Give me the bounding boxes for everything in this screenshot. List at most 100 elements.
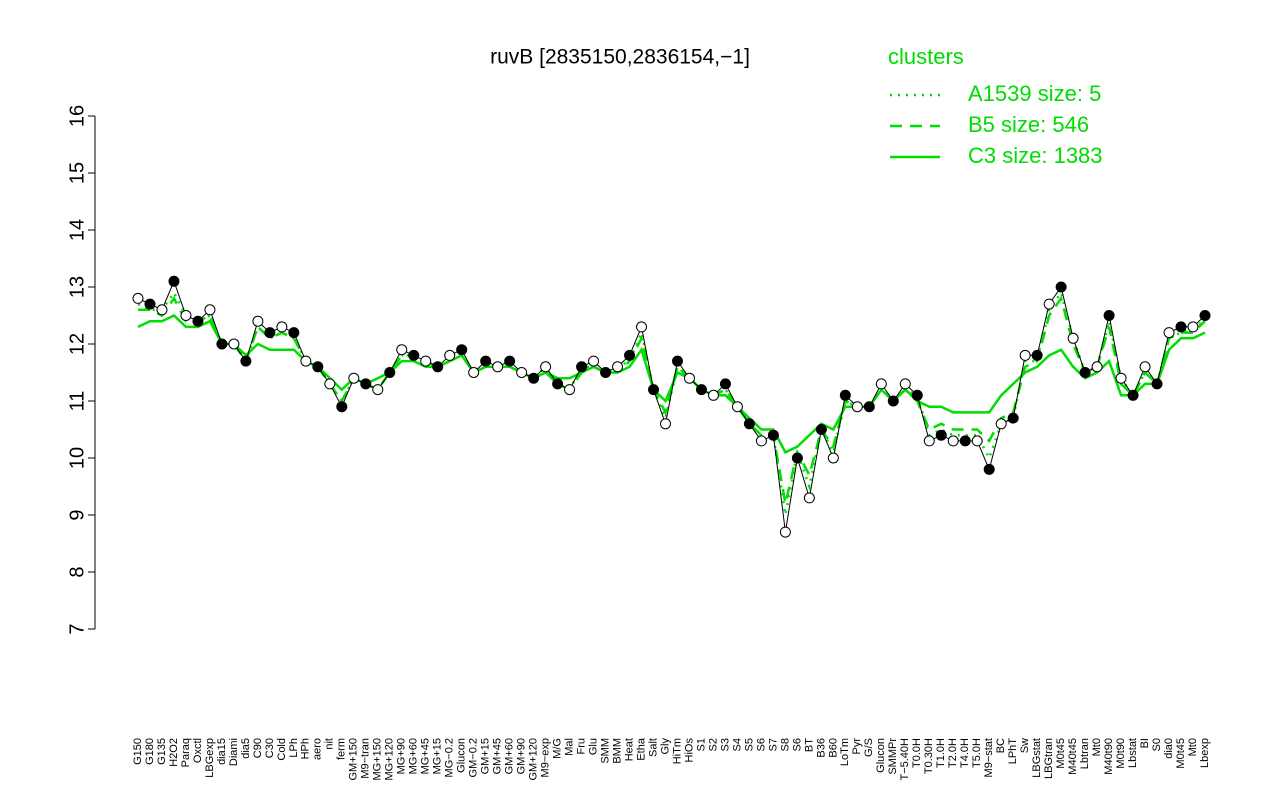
legend-title: clusters	[888, 44, 964, 69]
x-tick-label: Cold	[276, 738, 288, 761]
data-point	[432, 361, 444, 373]
x-tick-label: SMMPr	[887, 738, 899, 775]
x-tick-label: BI	[1139, 738, 1151, 748]
data-point	[204, 304, 216, 316]
data-point	[660, 418, 672, 430]
data-point	[1199, 310, 1211, 321]
x-tick-label: HiTm	[671, 738, 683, 764]
x-tick-label: S0	[1151, 738, 1163, 751]
x-tick-label: Etha	[635, 737, 647, 761]
data-point	[144, 298, 156, 310]
data-point	[600, 367, 612, 378]
x-tick-label: S8	[779, 738, 791, 751]
x-tick-label: BT	[803, 738, 815, 752]
x-tick-label: M0t90	[1115, 738, 1127, 769]
x-tick-label: T0.30H	[923, 738, 935, 774]
data-point	[264, 327, 276, 339]
x-tick-label: Paraq	[180, 738, 192, 767]
data-point	[252, 315, 264, 327]
data-point	[348, 372, 360, 384]
cluster-line	[137, 289, 1206, 516]
data-point	[1127, 389, 1139, 401]
data-point	[636, 321, 648, 333]
data-point	[396, 344, 408, 356]
x-tick-label: Lbtran	[1079, 738, 1091, 769]
x-tick-label: MG−0.2	[444, 738, 456, 777]
data-point	[983, 463, 995, 475]
y-tick-label: 9	[66, 509, 88, 520]
x-tick-label: M9−tran	[360, 738, 372, 779]
x-tick-label: C90	[252, 738, 264, 758]
data-point	[1175, 321, 1187, 333]
x-tick-label: LPh	[288, 738, 300, 758]
x-tick-label: Glu	[587, 738, 599, 755]
y-tick-label: 8	[66, 566, 88, 577]
x-tick-label: B60	[827, 738, 839, 758]
data-point	[1163, 327, 1175, 339]
data-point	[971, 435, 983, 447]
data-point	[707, 389, 719, 401]
data-point	[444, 349, 456, 361]
x-tick-label: T1.0H	[935, 738, 947, 768]
x-tick-label: GM+90	[516, 738, 528, 774]
data-line	[137, 279, 1206, 533]
x-tick-label: MG+150	[372, 738, 384, 781]
x-tick-label: MG+15	[432, 738, 444, 774]
x-tick-label: dia5	[240, 738, 252, 759]
x-tick-label: Mal	[564, 738, 576, 756]
x-tick-label: M0t45	[1175, 738, 1187, 769]
data-point	[384, 367, 396, 378]
x-tick-label: S2	[707, 738, 719, 751]
x-tick-label: LoTm	[839, 738, 851, 766]
data-point	[935, 429, 947, 441]
data-point	[300, 355, 312, 367]
x-tick-label: T0.0H	[911, 738, 923, 768]
data-point	[132, 292, 144, 304]
x-tick-label: S7	[767, 738, 779, 751]
data-point	[564, 384, 576, 396]
x-tick-label: SMM	[599, 738, 611, 764]
x-tick-label: GM+120	[528, 738, 540, 781]
data-point	[480, 355, 492, 367]
data-point	[1151, 378, 1163, 390]
data-point	[420, 355, 432, 367]
x-tick-label: M9−exp	[540, 738, 552, 777]
x-tick-label: C30	[264, 738, 276, 758]
data-point	[168, 275, 180, 287]
x-tick-label: S3	[719, 738, 731, 751]
x-tick-label: MG+120	[384, 738, 396, 781]
data-point	[1031, 349, 1043, 361]
data-point	[228, 338, 240, 350]
x-tick-label: M/G	[552, 738, 564, 759]
data-point	[791, 452, 803, 464]
x-tick-label: LPhT	[1007, 738, 1019, 765]
data-point	[468, 367, 480, 378]
x-tick-label: BC	[995, 738, 1007, 753]
x-tick-label: HPh	[300, 738, 312, 759]
data-point	[1139, 361, 1151, 373]
y-tick-label: 7	[66, 623, 88, 634]
y-tick-label: 16	[66, 105, 88, 127]
data-point	[995, 418, 1007, 430]
data-point	[755, 435, 767, 447]
legend-label: C3 size: 1383	[968, 143, 1103, 168]
x-tick-label: M40t45	[1067, 738, 1079, 775]
data-point	[504, 355, 516, 367]
data-point	[360, 378, 372, 390]
x-tick-label: aero	[312, 738, 324, 760]
x-tick-label: S1	[695, 738, 707, 751]
x-tick-label: Mt0	[1187, 738, 1199, 756]
x-tick-label: T5.0H	[971, 738, 983, 768]
data-point	[743, 418, 755, 430]
x-tick-label: H2O2	[168, 738, 180, 767]
data-point	[911, 389, 923, 401]
data-point	[276, 321, 288, 333]
x-tick-label: M9−stat	[983, 738, 995, 777]
data-point	[624, 349, 636, 361]
data-point	[324, 378, 336, 390]
data-point	[588, 355, 600, 367]
data-point	[1103, 310, 1115, 321]
legend-label: B5 size: 546	[968, 112, 1089, 137]
data-point	[1067, 332, 1079, 344]
data-point	[1079, 367, 1091, 378]
